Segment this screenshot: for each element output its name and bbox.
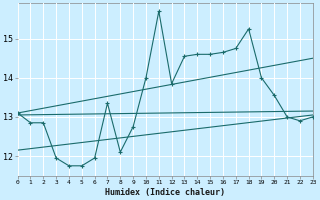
- X-axis label: Humidex (Indice chaleur): Humidex (Indice chaleur): [105, 188, 225, 197]
